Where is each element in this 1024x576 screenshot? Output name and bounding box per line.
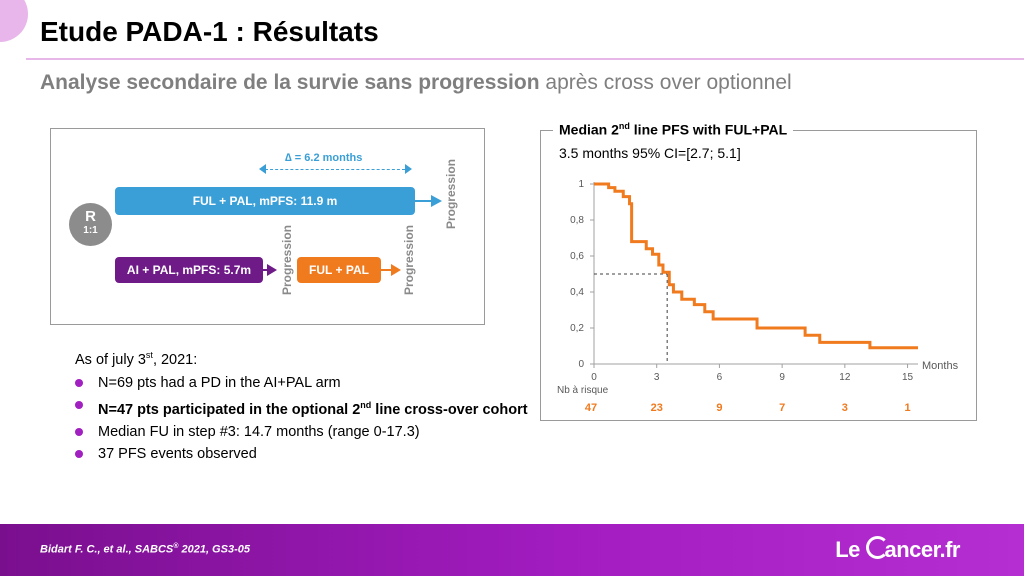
x-axis-unit: Months [922, 360, 959, 372]
arm-crossover-arrow-line [379, 269, 391, 271]
x-tick-label: 9 [779, 372, 785, 383]
list-item: 37 PFS events observed [75, 445, 528, 463]
logo-left: Le [835, 537, 866, 562]
bullet-icon [75, 400, 83, 409]
arm-ful-pal: FUL + PAL, mPFS: 11.9 m [115, 187, 415, 215]
arm-crossover-ful-pal: FUL + PAL [297, 257, 381, 283]
corner-decoration [0, 0, 28, 42]
x-tick-label: 6 [717, 372, 723, 383]
citation: Bidart F. C., et al., SABCS® 2021, GS3-0… [40, 543, 250, 556]
y-tick-label: 0,4 [570, 287, 584, 298]
citation-rest: 2021, GS3-05 [178, 543, 250, 556]
arm-ful-arrow-icon [431, 195, 442, 207]
km-chart-svg: 0 0,2 0,4 0,6 0,8 1 0 3 6 9 12 15 Months Nb à risque 4… [557, 179, 959, 414]
footer-bar: Bidart F. C., et al., SABCS® 2021, GS3-0… [0, 524, 1024, 576]
progression-label-first: Progression [280, 225, 294, 296]
title-divider [26, 58, 1024, 60]
km-step-curve [594, 182, 918, 350]
fact-text: Median FU in step #3: 14.7 months (range… [98, 423, 420, 440]
km-title-suffix: line PFS with FUL+PAL [629, 121, 788, 138]
randomization-ratio: 1:1 [83, 225, 98, 236]
randomization-letter: R [85, 208, 96, 225]
subtitle-rest: après cross over optionnel [539, 71, 792, 94]
bullet-icon [75, 449, 83, 458]
at-risk-count: 47 [585, 402, 597, 414]
km-chart-panel: Median 2nd line PFS with FUL+PAL 3.5 mon… [540, 121, 977, 421]
delta-right-arrow-icon [405, 164, 412, 174]
list-item: N=69 pts had a PD in the AI+PAL arm [75, 374, 528, 392]
bullet-icon [75, 378, 83, 387]
logo-right: ancer.fr [884, 537, 961, 562]
km-title-prefix: Median 2 [559, 121, 619, 138]
km-title-sup: nd [618, 121, 630, 131]
at-risk-count: 1 [904, 402, 910, 414]
arm-ai-arrow-line [261, 269, 269, 271]
bullet-icon [75, 427, 83, 436]
list-item: N=47 pts participated in the optional 2n… [75, 396, 528, 419]
km-chart-subtitle: 3.5 months 95% CI=[2.7; 5.1] [559, 145, 741, 161]
lecancer-logo: Le ancer.fr [835, 536, 960, 563]
fact-text: line cross-over cohort [371, 401, 528, 418]
arm-ai-pal: AI + PAL, mPFS: 5.7m [115, 257, 263, 283]
delta-label: ∆ = 6.2 months [285, 152, 363, 164]
slide-subtitle: Analyse secondaire de la survie sans pro… [40, 71, 792, 95]
at-risk-count: 23 [651, 402, 663, 414]
facts-list: N=69 pts had a PD in the AI+PAL arm N=47… [75, 374, 528, 463]
at-risk-label: Nb à risque [557, 385, 609, 396]
x-tick-label: 0 [591, 372, 597, 383]
as-of-date: As of july 3st, 2021: [75, 350, 528, 368]
x-tick-label: 12 [839, 372, 851, 383]
at-risk-count: 9 [716, 402, 722, 414]
delta-left-arrow-icon [259, 164, 266, 174]
slide-title: Etude PADA-1 : Résultats [40, 16, 379, 47]
study-design-diagram: ∆ = 6.2 months R 1:1 FUL + PAL, mPFS: 11… [50, 128, 485, 325]
progression-label-crossover: Progression [402, 225, 416, 296]
at-risk-count: 3 [842, 402, 848, 414]
y-tick-label: 0,8 [570, 215, 584, 226]
results-facts: As of july 3st, 2021: N=69 pts had a PD … [75, 350, 528, 467]
x-tick-label: 3 [654, 372, 660, 383]
x-tick-label: 15 [902, 372, 914, 383]
logo-ring-icon [865, 536, 889, 559]
y-tick-label: 0 [578, 359, 584, 370]
list-item: Median FU in step #3: 14.7 months (range… [75, 423, 528, 441]
km-chart-title: Median 2nd line PFS with FUL+PAL [553, 121, 794, 138]
arm-ful-arrow-line [413, 200, 433, 202]
y-tick-label: 0,6 [570, 251, 584, 262]
citation-text: Bidart F. C., et al., SABCS [40, 543, 174, 556]
arm-ai-arrow-icon [267, 264, 277, 276]
at-risk-count: 7 [779, 402, 785, 414]
delta-dashed-line [265, 169, 405, 170]
randomization-circle: R 1:1 [69, 203, 112, 246]
as-of-prefix: As of july 3 [75, 351, 146, 368]
y-tick-label: 0,2 [570, 323, 584, 334]
subtitle-bold: Analyse secondaire de la survie sans pro… [40, 71, 540, 94]
fact-text: N=47 pts participated in the optional 2 [98, 401, 361, 418]
fact-text: 37 PFS events observed [98, 445, 257, 462]
y-tick-label: 1 [578, 179, 584, 190]
citation-reg: ® [173, 543, 179, 550]
progression-label-ful: Progression [444, 159, 458, 230]
fact-sup: nd [360, 399, 372, 410]
arm-crossover-arrow-icon [391, 264, 401, 276]
as-of-suffix: , 2021: [152, 351, 198, 368]
fact-text: N=69 pts had a PD in the AI+PAL arm [98, 374, 341, 391]
as-of-sup: st [145, 350, 153, 360]
